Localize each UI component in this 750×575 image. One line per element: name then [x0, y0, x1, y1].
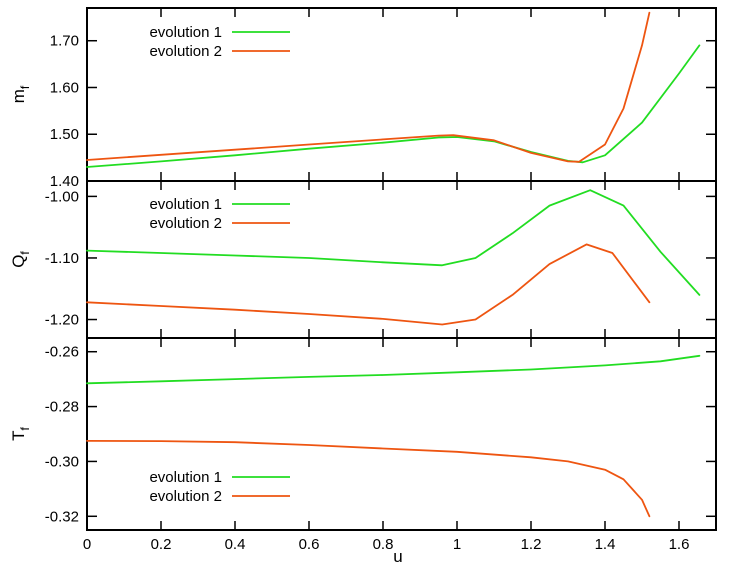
y-tick-label: -0.32 [45, 508, 79, 525]
y-tick-label: 1.40 [50, 173, 79, 190]
legend-label: evolution 2 [149, 215, 222, 232]
series-line-1 [86, 354, 701, 385]
legend-label: evolution 2 [149, 43, 222, 60]
y-tick-label: -0.30 [45, 453, 79, 470]
y-tick-label: -1.00 [45, 188, 79, 205]
x-tick-label: 1.2 [521, 536, 542, 553]
y-axis-label: Tf [9, 426, 32, 440]
y-tick-label: -1.20 [45, 312, 79, 329]
x-tick-label: 1.4 [595, 536, 616, 553]
x-tick-label: 0.4 [225, 536, 246, 553]
series-line-2 [86, 243, 651, 326]
y-tick-label: -0.28 [45, 399, 79, 416]
panel-3: -0.32 -0.30 -0.28 -0.26 0 0.2 0.4 0.6 0.8 1 1.2 1.4… [9, 337, 717, 553]
legend-label: evolution 1 [149, 24, 222, 41]
legend-label: evolution 1 [149, 469, 222, 486]
panel-2: -1.20 -1.10 -1.00 Qf evolution 1 evolution 2 [9, 180, 717, 339]
series-line-2 [86, 11, 651, 163]
x-axis-label: u [393, 547, 402, 566]
y-tick-label: 1.60 [50, 79, 79, 96]
x-tick-label: 1 [453, 536, 461, 553]
legend-label: evolution 1 [149, 196, 222, 213]
x-tick-label: 0.8 [373, 536, 394, 553]
panel-1: 1.40 1.50 1.60 1.70 mf evolution 1 evolution 2 [9, 7, 717, 190]
x-tick-label: 0 [83, 536, 91, 553]
y-tick-label: -1.10 [45, 250, 79, 267]
y-tick-label: -0.26 [45, 344, 79, 361]
legend-label: evolution 2 [149, 488, 222, 505]
series-line-1 [86, 189, 701, 296]
x-tick-label: 1.6 [669, 536, 690, 553]
series-line-2 [86, 439, 651, 518]
y-axis-label: mf [9, 85, 32, 103]
y-tick-label: 1.70 [50, 33, 79, 50]
x-tick-label: 0.2 [151, 536, 172, 553]
panel-frame [86, 337, 717, 531]
series-line-1 [86, 44, 701, 168]
y-tick-label: 1.50 [50, 126, 79, 143]
y-axis-label: Qf [9, 251, 32, 268]
x-tick-label: 0.6 [299, 536, 320, 553]
